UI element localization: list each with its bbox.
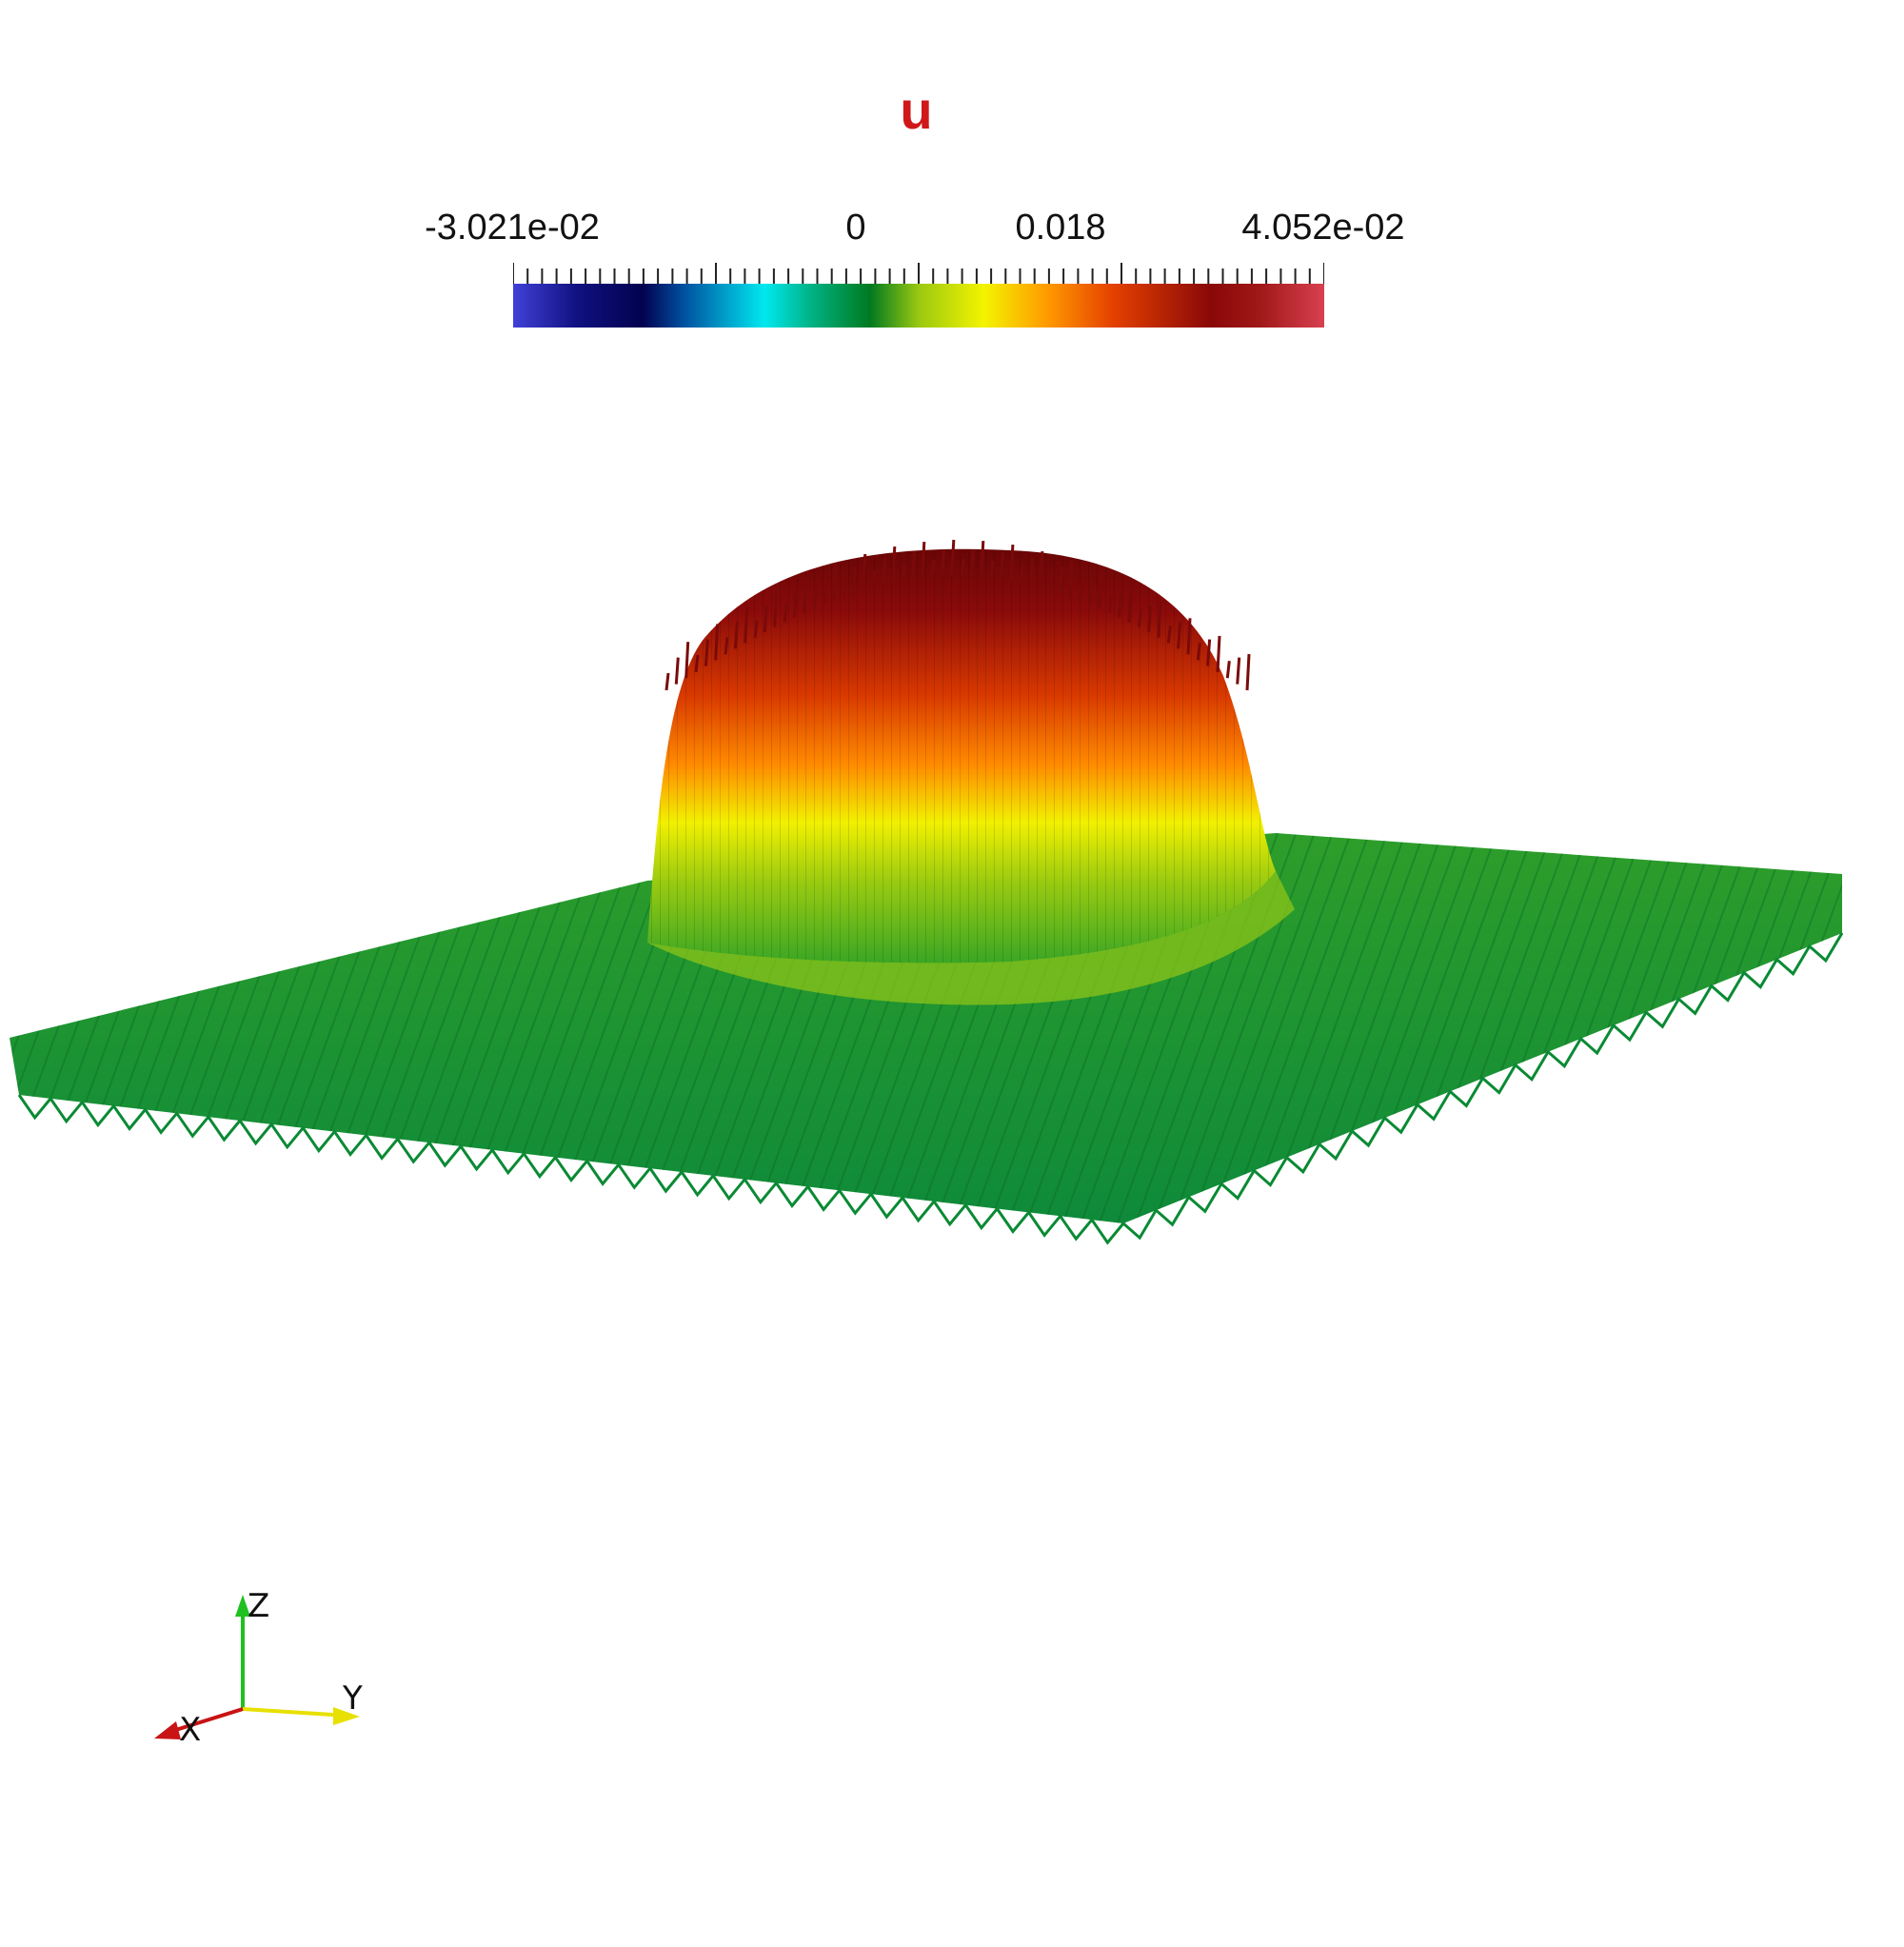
colorbar-title: u <box>900 80 933 140</box>
dome-spike <box>1236 657 1241 685</box>
dome-spike <box>1019 565 1024 584</box>
x-axis-label: X <box>179 1711 201 1749</box>
dome-spike <box>1098 571 1103 609</box>
warped-surface-plot <box>10 539 1844 1245</box>
dome-spike <box>989 560 995 579</box>
surface-plane <box>10 833 1844 1245</box>
dome-spike <box>664 672 670 691</box>
dome-spike <box>1137 609 1142 627</box>
surface-dome <box>647 539 1295 1005</box>
dome-spike <box>733 622 739 649</box>
y-axis-line <box>242 1707 348 1718</box>
dome-spike <box>891 546 897 584</box>
dome-spike <box>1196 643 1201 661</box>
dome-spike <box>862 553 867 591</box>
dome-spike <box>871 569 877 588</box>
dome-spike <box>1166 626 1172 644</box>
y-axis-label: Y <box>342 1679 363 1718</box>
dome-spike <box>1177 622 1182 649</box>
dome-spike <box>763 605 768 633</box>
dome-spike <box>1186 618 1192 655</box>
dome-spike <box>744 606 749 644</box>
dome-spike <box>1118 590 1123 618</box>
dome-spike <box>724 637 729 655</box>
dome-spike <box>1147 605 1153 633</box>
dome-spike <box>930 559 936 578</box>
colorbar-ticks <box>513 263 1324 286</box>
dome-spike <box>792 590 798 618</box>
dome-spike <box>694 654 700 673</box>
dome-spike <box>1088 577 1094 605</box>
dome-spike <box>753 620 759 638</box>
colorbar <box>513 284 1324 328</box>
dome-spike <box>1078 583 1083 601</box>
dome-spike <box>1000 552 1004 580</box>
dome-spike <box>1245 653 1251 691</box>
dome-spike <box>1059 566 1064 594</box>
dome-spike <box>773 590 779 627</box>
z-axis-arrow-icon <box>235 1595 250 1617</box>
dome-spike <box>684 642 690 679</box>
colorbar-max-label: 4.052e-02 <box>1241 208 1405 248</box>
y-axis-arrow-icon <box>333 1707 360 1725</box>
dome-spike <box>1206 639 1212 666</box>
dome-spike <box>851 566 857 594</box>
dome-spike <box>832 564 838 601</box>
dome-spike <box>704 639 709 666</box>
dome-spike <box>822 577 827 605</box>
dome-spike <box>882 558 886 586</box>
dome-spike <box>1107 595 1113 613</box>
dome-spike <box>980 541 985 578</box>
dome-spike <box>714 624 720 661</box>
dome-spike <box>783 605 788 623</box>
dome-spike <box>674 657 680 685</box>
dome-spike <box>1157 601 1162 638</box>
dome-spike <box>950 539 956 577</box>
dome-spike <box>1068 560 1074 597</box>
orientation-axes: Z Y X <box>154 1587 363 1749</box>
colorbar-min-label: -3.021e-02 <box>425 208 600 248</box>
x-axis-arrow-icon <box>154 1721 181 1739</box>
dome-spike <box>901 563 906 582</box>
dome-spike <box>1216 635 1221 672</box>
colorbar-mid-label: 0.018 <box>1015 208 1106 248</box>
dome-spike <box>1127 586 1133 623</box>
dome-spike <box>842 579 847 597</box>
dome-spike <box>960 558 965 577</box>
dome-spike <box>1029 558 1034 586</box>
x-axis-line <box>166 1707 244 1735</box>
dome-spike <box>921 542 926 579</box>
dome-spike <box>803 576 808 613</box>
dome-spike <box>1009 545 1015 582</box>
colorbar-zero-label: 0 <box>845 208 866 248</box>
dome-spike <box>941 549 945 577</box>
dome-spike <box>1225 661 1231 679</box>
dome-spike <box>970 549 975 577</box>
dome-spike <box>1048 572 1054 591</box>
dome-spike <box>911 552 916 580</box>
dome-spike <box>1039 551 1044 588</box>
dome-spike <box>812 590 818 609</box>
z-axis-label: Z <box>248 1587 269 1625</box>
